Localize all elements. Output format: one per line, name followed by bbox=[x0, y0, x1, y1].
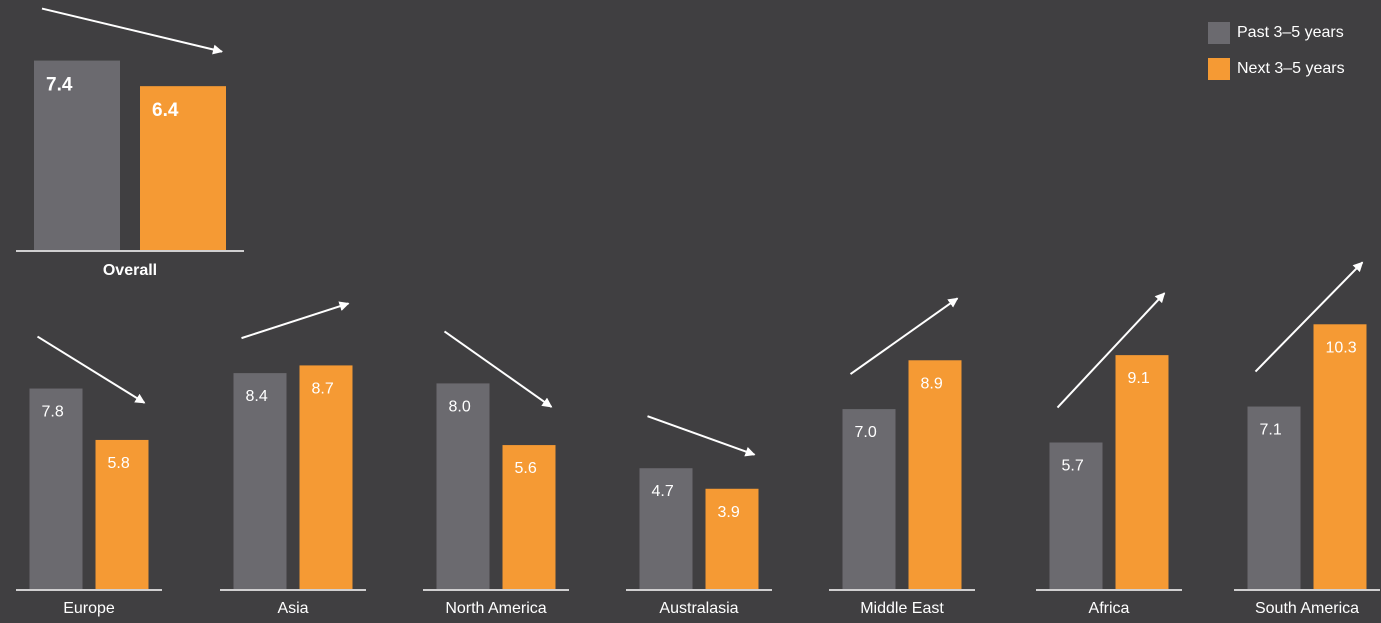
trend-arrow-australasia bbox=[647, 415, 756, 457]
category-label-africa: Africa bbox=[1089, 600, 1130, 617]
trend-arrow-africa bbox=[1056, 292, 1166, 409]
bar-past-africa bbox=[1049, 442, 1103, 589]
value-label-past-overall: 7.4 bbox=[46, 75, 73, 96]
value-label-next-africa: 9.1 bbox=[1128, 370, 1150, 387]
bar-past-overall bbox=[34, 60, 120, 251]
bar-next-africa bbox=[1115, 355, 1169, 589]
overall-chart: 7.4 6.4 Overall bbox=[16, 7, 244, 279]
trend-arrow-north-america bbox=[443, 330, 553, 408]
value-label-next-north-america: 5.6 bbox=[515, 460, 537, 477]
value-label-next-europe: 5.8 bbox=[108, 455, 130, 472]
category-label-middle-east: Middle East bbox=[860, 600, 944, 617]
bar-next-australasia bbox=[705, 488, 759, 589]
bar-next-asia bbox=[299, 365, 353, 589]
trend-arrow-asia bbox=[241, 301, 350, 340]
bar-past-middle-east bbox=[842, 409, 896, 589]
bar-next-south-america bbox=[1313, 324, 1367, 589]
category-label-overall: Overall bbox=[103, 262, 157, 279]
bar-past-europe bbox=[29, 388, 83, 589]
bar-past-north-america bbox=[436, 383, 490, 589]
value-label-past-north-america: 8.0 bbox=[449, 398, 471, 415]
trend-arrow-overall bbox=[41, 7, 223, 55]
category-label-europe: Europe bbox=[63, 600, 115, 617]
value-label-next-australasia: 3.9 bbox=[718, 504, 740, 521]
category-label-australasia: Australasia bbox=[659, 600, 738, 617]
bar-past-asia bbox=[233, 373, 287, 589]
bar-next-north-america bbox=[502, 445, 556, 589]
value-label-past-australasia: 4.7 bbox=[652, 483, 674, 500]
category-label-asia: Asia bbox=[277, 600, 308, 617]
bar-next-overall bbox=[140, 86, 226, 250]
value-label-past-middle-east: 7.0 bbox=[855, 424, 877, 441]
bar-next-middle-east bbox=[908, 360, 962, 589]
trend-arrow-south-america bbox=[1254, 261, 1364, 373]
trend-arrow-europe bbox=[36, 335, 146, 404]
value-label-next-south-america: 10.3 bbox=[1326, 339, 1357, 356]
category-label-north-america: North America bbox=[445, 600, 546, 617]
value-label-next-overall: 6.4 bbox=[152, 100, 179, 121]
legend-swatch-past bbox=[1208, 22, 1230, 44]
value-label-next-asia: 8.7 bbox=[312, 380, 334, 397]
value-label-past-africa: 5.7 bbox=[1062, 458, 1084, 475]
value-label-past-europe: 7.8 bbox=[42, 404, 64, 421]
region-chart: 7.8 5.8 Europe 8.4 8.7 Asia 8.0 5.6 North Americ… bbox=[16, 261, 1380, 617]
legend-label-next: Next 3–5 years bbox=[1237, 60, 1345, 77]
value-label-past-south-america: 7.1 bbox=[1260, 422, 1282, 439]
value-label-next-middle-east: 8.9 bbox=[921, 375, 943, 392]
legend-item-next: Next 3–5 years bbox=[1208, 58, 1345, 80]
bar-past-australasia bbox=[639, 468, 693, 589]
legend-item-past: Past 3–5 years bbox=[1208, 22, 1345, 44]
bar-past-south-america bbox=[1247, 406, 1301, 589]
category-label-south-america: South America bbox=[1255, 600, 1359, 617]
legend: Past 3–5 years Next 3–5 years bbox=[1208, 22, 1345, 94]
value-label-past-asia: 8.4 bbox=[246, 388, 268, 405]
legend-label-past: Past 3–5 years bbox=[1237, 24, 1344, 41]
bar-next-europe bbox=[95, 439, 149, 589]
legend-swatch-next bbox=[1208, 58, 1230, 80]
trend-arrow-middle-east bbox=[849, 297, 959, 375]
